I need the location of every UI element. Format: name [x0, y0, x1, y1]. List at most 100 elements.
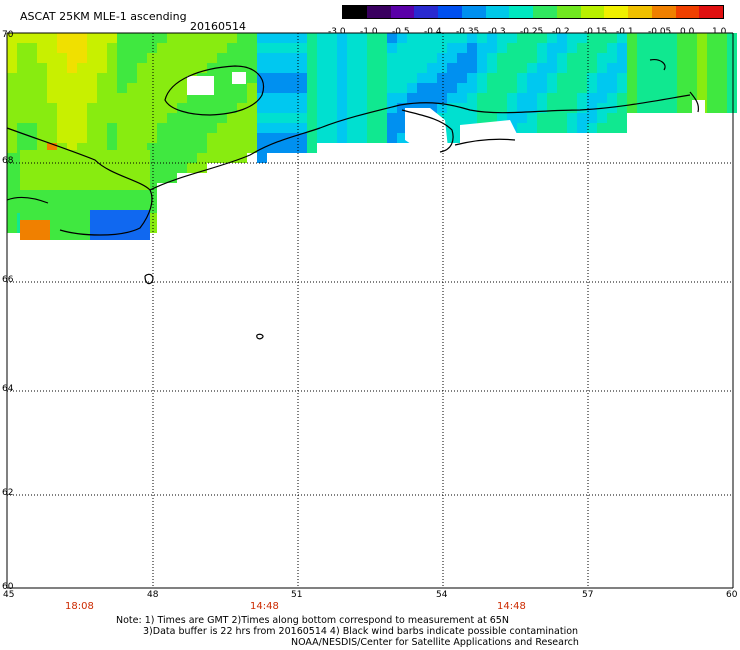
color-scale-label: -3.0 [328, 27, 346, 37]
swath-cell [67, 43, 77, 53]
swath-cell [90, 190, 100, 200]
swath-cell [227, 33, 237, 43]
swath-cell [67, 73, 77, 83]
swath-cell [637, 63, 647, 73]
swath-cell [187, 133, 197, 143]
swath-cell [130, 230, 140, 240]
swath-cell [357, 33, 367, 43]
swath-cell [707, 33, 717, 43]
swath-cell [327, 43, 337, 53]
swath-cell [367, 113, 377, 123]
swath-cell [357, 73, 367, 83]
swath-cell [277, 33, 287, 43]
data-swath [7, 33, 737, 240]
swath-cell [67, 113, 77, 123]
swath-cell [547, 53, 557, 63]
swath-cell [257, 123, 267, 133]
swath-cell [20, 190, 30, 200]
swath-cell [507, 103, 517, 113]
swath-cell [177, 33, 187, 43]
swath-cell [277, 113, 287, 123]
swath-cell [117, 33, 127, 43]
swath-cell [147, 103, 157, 113]
swath-cell [257, 93, 267, 103]
swath-cell [397, 63, 407, 73]
swath-cell [237, 123, 247, 133]
swath-cell [147, 223, 157, 233]
swath-cell [140, 170, 150, 180]
swath-cell [227, 93, 237, 103]
swath-cell [90, 220, 100, 230]
swath-cell [77, 113, 87, 123]
swath-cell [107, 133, 117, 143]
swath-cell [707, 93, 717, 103]
swath-cell [67, 33, 77, 43]
swath-cell [337, 33, 347, 43]
swath-cell [167, 113, 177, 123]
swath-cell [27, 43, 37, 53]
swath-cell [47, 123, 57, 133]
swath-cell [397, 113, 407, 123]
swath-cell [17, 93, 27, 103]
swath-cell [367, 83, 377, 93]
swath-cell [130, 200, 140, 210]
swath-cell [477, 73, 487, 83]
product-title: ASCAT 25KM MLE-1 ascending [20, 10, 187, 23]
swath-cell [70, 180, 80, 190]
swath-cell [37, 73, 47, 83]
color-swatch [604, 6, 628, 18]
swath-cell [537, 113, 547, 123]
swath-cell [217, 153, 227, 163]
swath-cell [130, 180, 140, 190]
swath-cell [367, 103, 377, 113]
swath-cell [507, 73, 517, 83]
swath-cell [120, 160, 130, 170]
swath-cell [347, 123, 357, 133]
swath-cell [517, 83, 527, 93]
swath-cell [70, 210, 80, 220]
swath-cell [197, 133, 207, 143]
swath-cell [110, 210, 120, 220]
swath-cell [157, 43, 167, 53]
swath-cell [317, 43, 327, 53]
swath-cell [527, 33, 537, 43]
land-patch [405, 108, 448, 150]
swath-cell [267, 113, 277, 123]
swath-cell [247, 53, 257, 63]
swath-cell [617, 53, 627, 63]
swath-cell [447, 53, 457, 63]
swath-cell [57, 123, 67, 133]
swath-cell [617, 103, 627, 113]
swath-cell [557, 103, 567, 113]
swath-cell [137, 133, 147, 143]
swath-cell [607, 113, 617, 123]
swath-cell [37, 83, 47, 93]
swath-cell [547, 123, 557, 133]
swath-cell [507, 113, 517, 123]
swath-cell [377, 103, 387, 113]
swath-cell [377, 123, 387, 133]
lon-label-57: 57 [582, 590, 594, 600]
swath-cell [7, 73, 17, 83]
swath-cell [60, 200, 70, 210]
swath-cell [307, 143, 317, 153]
swath-cell [27, 143, 37, 153]
swath-cell [407, 93, 417, 103]
swath-cell [477, 43, 487, 53]
swath-cell [507, 83, 517, 93]
swath-cell [87, 133, 97, 143]
swath-cell [627, 73, 637, 83]
swath-cell [457, 83, 467, 93]
swath-cell [347, 33, 357, 43]
swath-cell [387, 33, 397, 43]
swath-cell [527, 123, 537, 133]
swath-cell [667, 53, 677, 63]
swath-cell [207, 93, 217, 103]
swath-cell [237, 83, 247, 93]
swath-cell [617, 63, 627, 73]
swath-cell [177, 83, 187, 93]
swath-cell [307, 93, 317, 103]
swath-cell [37, 33, 47, 43]
swath-cell [277, 43, 287, 53]
